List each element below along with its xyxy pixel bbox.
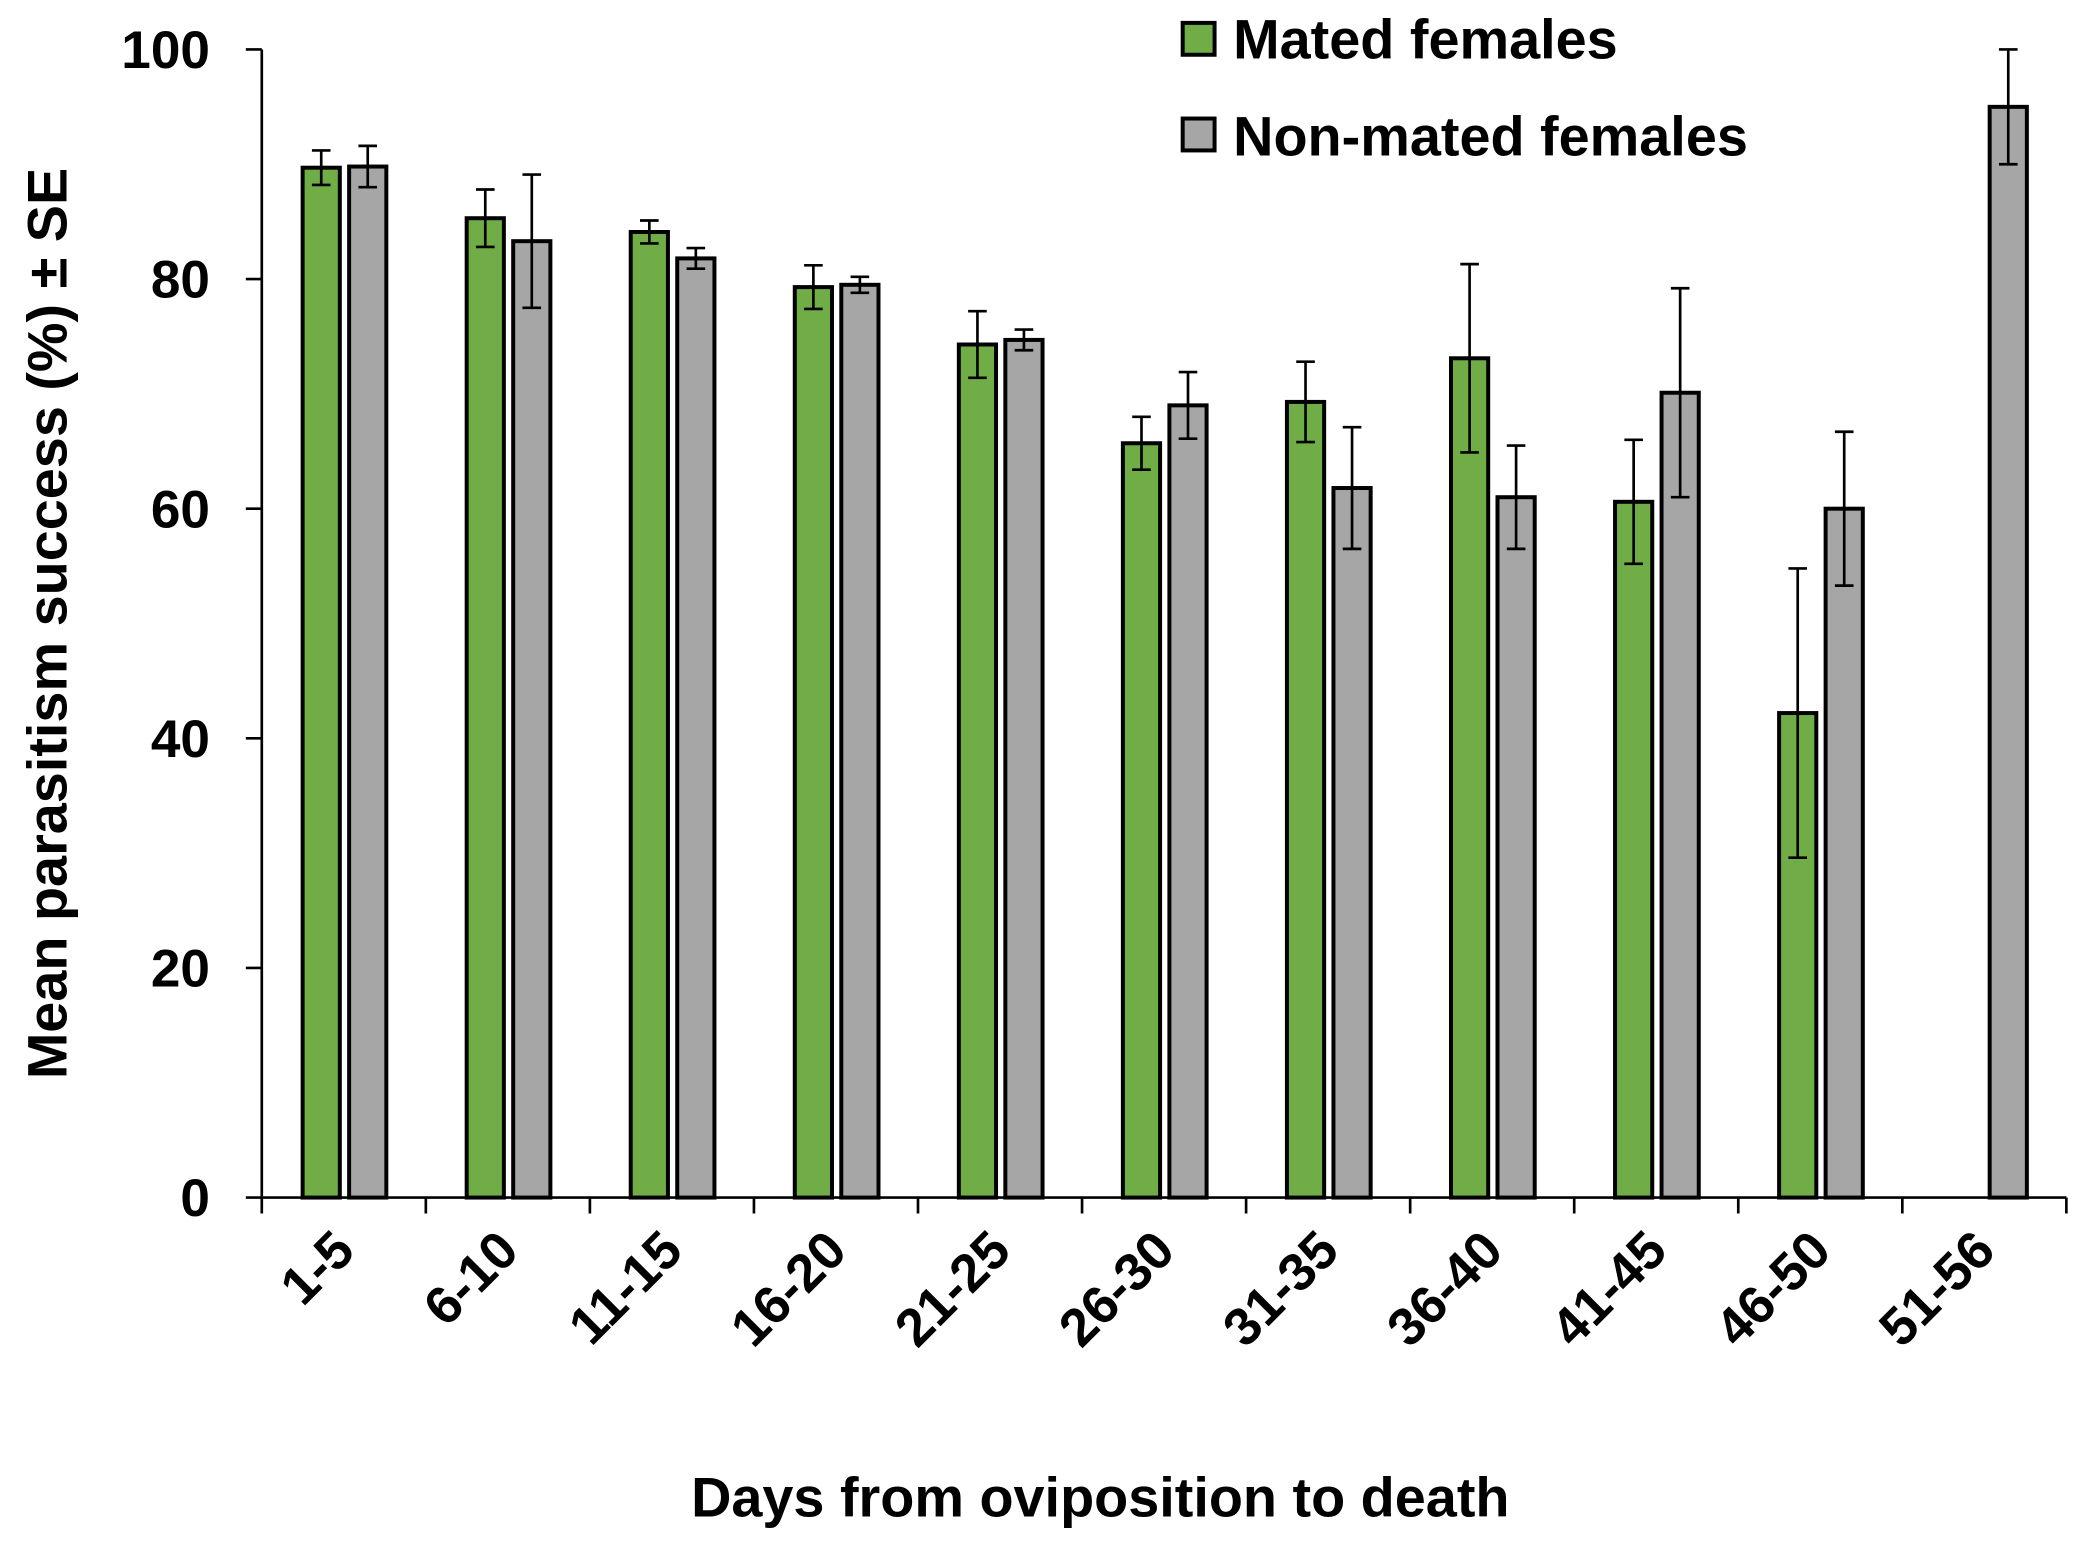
x-tick-label: 6-10 (413, 1220, 530, 1337)
error-bar-mated-6-10 (475, 188, 495, 249)
y-tick-label: 40 (151, 710, 210, 769)
error-bar-non-mated-41-45 (1670, 286, 1690, 499)
bar-mated-6-10 (464, 216, 506, 1200)
legend: Mated females Non-mated females (1180, 8, 1748, 168)
error-bar-mated-31-35 (1296, 360, 1315, 444)
bar-non-mated-51-56 (1987, 104, 2029, 1200)
bars-layer (300, 48, 2029, 1200)
bar-non-mated-1-5 (347, 164, 389, 1200)
error-bar-non-mated-21-25 (1014, 328, 1034, 352)
bar-mated-1-5 (300, 165, 342, 1200)
legend-swatch-mated (1180, 20, 1217, 57)
x-tick-label: 51-56 (1868, 1220, 2006, 1358)
error-bar-non-mated-6-10 (522, 173, 542, 310)
error-bar-mated-36-40 (1460, 262, 1479, 454)
x-tick-label: 41-45 (1540, 1220, 1678, 1358)
x-tick-label: 26-30 (1048, 1220, 1186, 1358)
bar-mated-41-45 (1613, 499, 1655, 1200)
error-bar-non-mated-26-30 (1178, 370, 1198, 440)
y-tick-label: 60 (151, 480, 210, 539)
error-bar-non-mated-36-40 (1506, 444, 1526, 551)
x-tick-label: 21-25 (884, 1220, 1022, 1358)
x-tick-label: 16-20 (720, 1220, 858, 1358)
x-tick-label: 46-50 (1704, 1220, 1842, 1358)
bar-non-mated-21-25 (1003, 337, 1045, 1200)
error-bar-non-mated-16-20 (850, 275, 870, 295)
bar-non-mated-16-20 (839, 282, 881, 1200)
bar-mated-16-20 (792, 285, 834, 1200)
error-bar-non-mated-51-56 (1998, 48, 2018, 166)
legend-swatch-non-mated (1180, 116, 1217, 153)
y-tick-label: 20 (151, 940, 210, 999)
error-bar-mated-41-45 (1624, 438, 1643, 566)
error-bar-non-mated-1-5 (358, 144, 378, 189)
bar-mated-21-25 (956, 342, 999, 1200)
bar-mated-31-35 (1284, 399, 1327, 1200)
bar-non-mated-46-50 (1823, 506, 1865, 1200)
error-bar-mated-1-5 (311, 149, 331, 187)
bar-non-mated-31-35 (1331, 486, 1373, 1200)
y-tick-label: 100 (121, 21, 210, 80)
x-tick-label: 1-5 (270, 1220, 366, 1316)
x-tick-label: 36-40 (1376, 1220, 1514, 1358)
x-tick-label: 31-35 (1212, 1220, 1350, 1358)
error-bar-non-mated-46-50 (1834, 430, 1854, 587)
y-axis-label: Mean parasitism success (%) ± SE (15, 168, 78, 1079)
legend-label-mated: Mated females (1233, 8, 1618, 71)
bar-mated-11-15 (628, 229, 670, 1200)
bar-mated-36-40 (1448, 356, 1491, 1200)
y-tick-label: 80 (151, 251, 210, 310)
error-bar-mated-46-50 (1788, 567, 1808, 860)
error-bar-non-mated-11-15 (686, 246, 706, 271)
x-axis-label: Days from oviposition to death (691, 1465, 1509, 1528)
bar-mated-26-30 (1120, 441, 1163, 1200)
error-bar-mated-26-30 (1132, 415, 1151, 471)
x-tick-label: 11-15 (558, 1220, 694, 1356)
bar-non-mated-6-10 (511, 239, 553, 1200)
error-bar-mated-16-20 (804, 263, 823, 311)
legend-label-non-mated: Non-mated females (1233, 105, 1748, 168)
error-bar-mated-11-15 (640, 219, 659, 245)
error-bar-mated-21-25 (968, 309, 987, 380)
bar-non-mated-41-45 (1659, 390, 1701, 1200)
error-bar-non-mated-31-35 (1342, 425, 1362, 551)
y-tick-label: 0 (180, 1169, 210, 1228)
bar-non-mated-26-30 (1167, 403, 1209, 1200)
bar-non-mated-11-15 (675, 256, 717, 1200)
bar-non-mated-36-40 (1495, 495, 1537, 1200)
